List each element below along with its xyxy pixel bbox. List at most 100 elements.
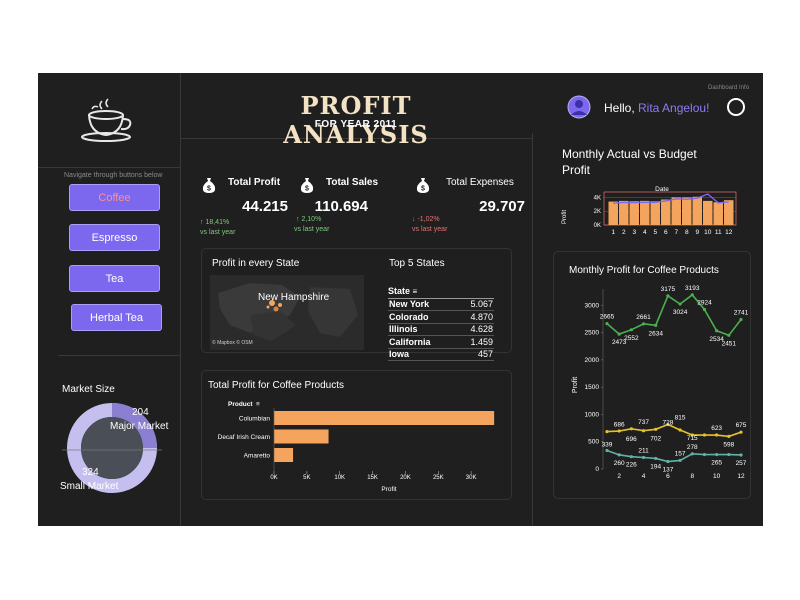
major-market-value: 204 — [132, 407, 149, 418]
data-label: 3024 — [673, 309, 688, 316]
x-tick-label: 4 — [642, 473, 646, 480]
x-tick-label: 25K — [433, 475, 444, 481]
actual-bar — [692, 196, 702, 225]
header-divider — [180, 138, 532, 139]
month-label: 2 — [622, 229, 626, 236]
sort-icon[interactable]: ≡ — [256, 401, 260, 408]
coffee-button[interactable]: Coffee — [69, 184, 160, 211]
actual-bar — [713, 202, 723, 225]
month-label: 8 — [685, 229, 689, 236]
series-point — [605, 322, 609, 326]
series-point — [715, 452, 719, 457]
x-tick-label: 0K — [270, 475, 277, 481]
series-point — [678, 458, 682, 463]
x-tick-label: 15K — [367, 475, 378, 481]
state-value: 1.459 — [455, 335, 494, 349]
series-point — [629, 427, 633, 431]
y-tick-label: 1500 — [585, 384, 600, 391]
data-label: 339 — [602, 442, 613, 449]
total-sales-delta: ↑ 2,10% — [296, 216, 322, 223]
month-label: 4 — [643, 229, 647, 236]
state-value: 4.870 — [455, 310, 494, 324]
sort-icon[interactable]: ≡ — [412, 287, 418, 297]
series-point — [641, 429, 646, 433]
total-profit-vs: vs last year — [200, 229, 236, 236]
series-point — [617, 453, 621, 457]
map-state-label: New Hampshire — [258, 292, 330, 303]
month-label: 11 — [715, 229, 722, 236]
actual-bar — [629, 201, 639, 225]
series-line — [606, 293, 742, 337]
month-label: 6 — [664, 229, 668, 236]
data-label: 260 — [614, 460, 625, 467]
series-point — [641, 322, 646, 326]
series-point — [702, 433, 707, 437]
state-map[interactable] — [210, 275, 364, 350]
series-point — [702, 307, 707, 312]
data-label: 686 — [614, 422, 625, 429]
state-value: 4.628 — [455, 323, 494, 336]
total-profit-value: 44.215 — [242, 198, 288, 215]
data-label: 157 — [675, 450, 686, 457]
svg-text:$: $ — [305, 186, 309, 193]
table-row: Colorado 4.870 — [388, 310, 494, 324]
page-title: PROFIT ANALYSIS — [283, 91, 429, 149]
series-point — [739, 453, 743, 457]
series-line — [606, 423, 742, 438]
table-row: Iowa 457 — [388, 348, 494, 361]
y-tick-label: 2000 — [585, 357, 600, 364]
greeting: Hello, Rita Angelou! — [604, 101, 709, 115]
x-tick-label: 8 — [690, 473, 694, 480]
data-label: 265 — [711, 460, 722, 467]
data-label: 2661 — [636, 314, 651, 321]
small-market-label: Small Market — [60, 481, 119, 492]
x-tick-label: 20K — [400, 475, 411, 481]
state-name: New York — [388, 298, 456, 311]
series-line — [606, 449, 742, 463]
data-label: 598 — [723, 441, 734, 448]
data-label: 194 — [650, 463, 661, 470]
user-avatar-icon — [567, 95, 591, 119]
total-sales-label: Total Sales — [326, 177, 379, 188]
state-value: 5.067 — [455, 298, 494, 311]
top5-header[interactable]: State ≡ — [388, 285, 494, 299]
total-profit-label: Total Profit — [228, 177, 281, 188]
data-label: 737 — [638, 419, 649, 426]
coffee-chart-title: Total Profit for Coffee Products — [208, 380, 344, 391]
money-bag-icon: $ — [416, 178, 430, 193]
series-point — [654, 456, 658, 461]
actual-bar — [608, 201, 618, 225]
product-label: Columbian — [239, 416, 270, 423]
data-label: 2473 — [612, 339, 627, 346]
total-expenses-value: 29.707 — [479, 198, 525, 215]
page-subtitle: FOR YEAR 2011 — [314, 119, 398, 130]
series-point — [678, 302, 682, 306]
market-size-donut — [62, 403, 162, 493]
series-point — [690, 452, 694, 456]
coffee-products-panel — [201, 370, 512, 500]
x-tick-label: 10K — [334, 475, 345, 481]
product-label: Amaretto — [244, 453, 271, 460]
state-name: California — [388, 335, 456, 349]
actual-bar — [671, 197, 681, 225]
data-label: 623 — [711, 425, 722, 432]
x-tick-label: 5K — [303, 475, 310, 481]
x-tick-label: 6 — [666, 473, 670, 480]
month-label: 5 — [653, 229, 657, 236]
donut-hole — [81, 417, 143, 479]
series-point — [666, 294, 670, 298]
data-label: 696 — [626, 436, 637, 443]
top5-title: Top 5 States — [389, 258, 445, 269]
herbal-tea-button[interactable]: Herbal Tea — [71, 304, 162, 331]
x-tick-label: 30K — [466, 475, 477, 481]
dashboard-info-button[interactable] — [727, 98, 745, 116]
tea-button[interactable]: Tea — [69, 265, 160, 292]
state-name: Illinois — [388, 323, 456, 336]
y-tick-label: 4K — [594, 195, 601, 201]
y-tick-label: 0K — [594, 223, 601, 229]
total-expenses-label: Total Expenses — [446, 177, 514, 188]
state-name: Colorado — [388, 310, 456, 324]
coffee-cup-logo — [81, 98, 132, 142]
espresso-button[interactable]: Espresso — [69, 224, 160, 251]
monthly-profit-chart: Profit 0 500 1000 1500 2000 2500 3000 2 4 6 8 10 12 2… — [572, 285, 749, 480]
